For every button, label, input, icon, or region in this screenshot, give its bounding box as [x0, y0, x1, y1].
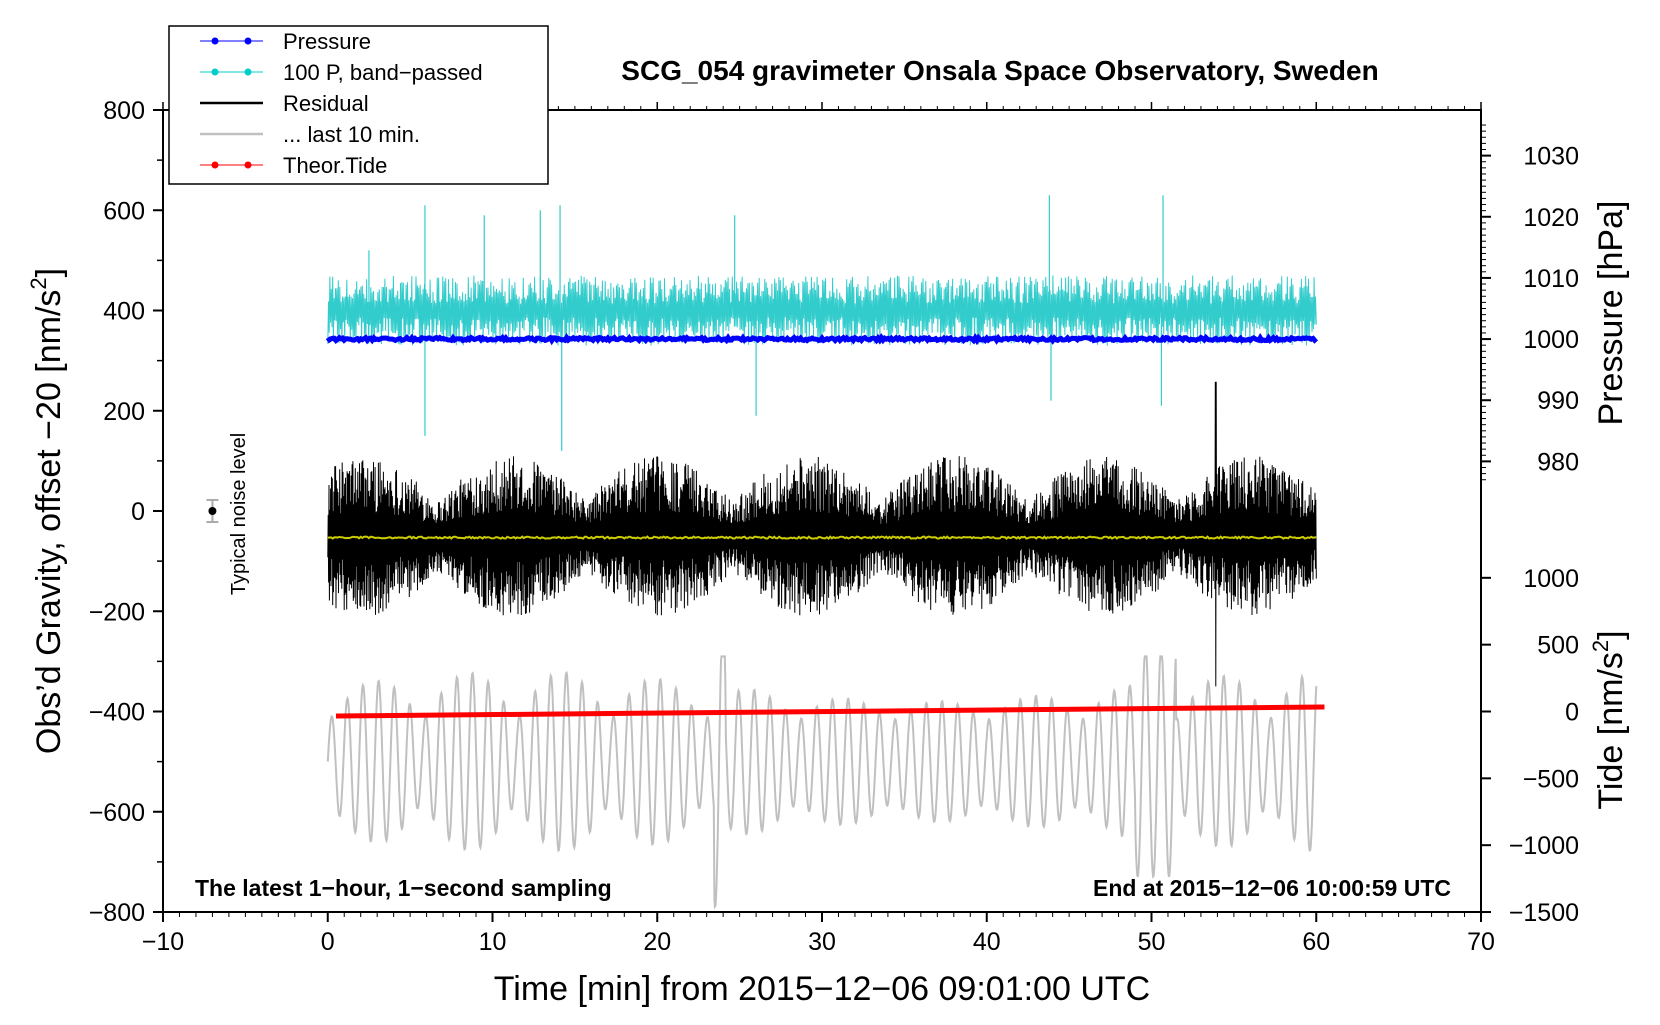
tide-tick-label: 1000: [1523, 565, 1579, 593]
y-tick-label: 600: [103, 197, 145, 225]
tide-tick-label: −1500: [1509, 899, 1579, 927]
y-tick-label: 800: [103, 97, 145, 125]
x-axis: −10 0 10 20 30 40 50 60 70: [142, 102, 1495, 956]
y-tick-label: 400: [103, 298, 145, 326]
series-last-10-min: [326, 655, 1318, 910]
series-residual: [327, 381, 1317, 687]
x-tick-label: 40: [973, 928, 1001, 956]
chart-title: SCG_054 gravimeter Onsala Space Observat…: [621, 55, 1378, 86]
y-tick-label: −200: [89, 598, 145, 626]
tide-tick-label: 500: [1537, 632, 1579, 660]
legend-label: Residual: [283, 91, 369, 116]
pressure-tick-label: 980: [1537, 448, 1579, 476]
pressure-tick-label: 990: [1537, 387, 1579, 415]
noise-point: [208, 507, 217, 515]
y-tick-label: −400: [89, 699, 145, 727]
legend-marker: [244, 37, 252, 45]
legend-label: 100 P, band−passed: [283, 60, 483, 85]
pressure-tick-label: 1000: [1523, 326, 1579, 354]
legend: Pressure 100 P, band−passed Residual ... la…: [200, 29, 483, 178]
series-theoretical-tide: [335, 704, 1325, 719]
y-tick-label: −600: [89, 799, 145, 827]
pressure-tick-label: 1020: [1523, 204, 1579, 232]
y-axis-pressure: 1030 1020 1010 1000 990 980: [1481, 124, 1579, 481]
y-tick-label: 0: [131, 498, 145, 526]
y-axis-left-title-sup: 2: [26, 277, 51, 289]
x-tick-label: 10: [479, 928, 507, 956]
x-tick-label: −10: [142, 928, 184, 956]
note-end-time: End at 2015−12−06 10:00:59 UTC: [1093, 875, 1451, 901]
y-axis-tide-title-sup: 2: [1588, 640, 1613, 652]
pressure-tick-label: 1030: [1523, 143, 1579, 171]
x-tick-label: 0: [321, 928, 335, 956]
legend-marker: [211, 68, 219, 76]
y-axis-pressure-title: Pressure [hPa]: [1592, 201, 1630, 426]
x-tick-label: 20: [643, 928, 671, 956]
x-tick-label: 30: [808, 928, 836, 956]
y-axis-left-title: Obs’d Gravity, offset −20 [nm/s2]: [26, 268, 68, 754]
x-axis-title: Time [min] from 2015−12−06 09:01:00 UTC: [494, 970, 1150, 1008]
series-residual-smoothed: [327, 535, 1317, 541]
pressure-tick-label: 1010: [1523, 265, 1579, 293]
noise-level-label: Typical noise level: [228, 433, 250, 595]
legend-marker: [211, 37, 219, 45]
y-axis-tide-title-text: Tide [nm/s: [1592, 652, 1630, 809]
legend-marker: [211, 161, 219, 169]
x-tick-label: 60: [1302, 928, 1330, 956]
y-axis-tide-title: Tide [nm/s2]: [1588, 630, 1630, 809]
legend-label: Theor.Tide: [283, 153, 387, 178]
tide-tick-label: −1000: [1509, 832, 1579, 860]
note-latest-hour: The latest 1−hour, 1−second sampling: [195, 875, 612, 901]
y-axis-tide-title-close: ]: [1592, 630, 1630, 639]
noise-indicator: [206, 498, 219, 524]
tide-tick-label: 0: [1565, 699, 1579, 727]
tide-tick-label: −500: [1523, 765, 1579, 793]
y-axis-left-title-close: ]: [30, 268, 68, 277]
x-tick-label: 70: [1467, 928, 1495, 956]
legend-label: ... last 10 min.: [283, 122, 420, 147]
legend-box: [168, 25, 549, 185]
y-tick-label: 200: [103, 398, 145, 426]
y-axis-tide: 1000 500 0 −500 −1000 −1500: [1481, 565, 1579, 927]
series-layer: [325, 195, 1325, 910]
legend-marker: [244, 161, 252, 169]
x-tick-label: 50: [1138, 928, 1166, 956]
legend-marker: [244, 68, 252, 76]
y-axis-left-title-text: Obs’d Gravity, offset −20 [nm/s: [30, 290, 68, 755]
legend-label: Pressure: [283, 29, 371, 54]
y-tick-label: −800: [89, 899, 145, 927]
series-pressure: [325, 332, 1319, 346]
y-axis-left: 800 600 400 200 0 −200 −400 −600 −800: [89, 97, 163, 927]
